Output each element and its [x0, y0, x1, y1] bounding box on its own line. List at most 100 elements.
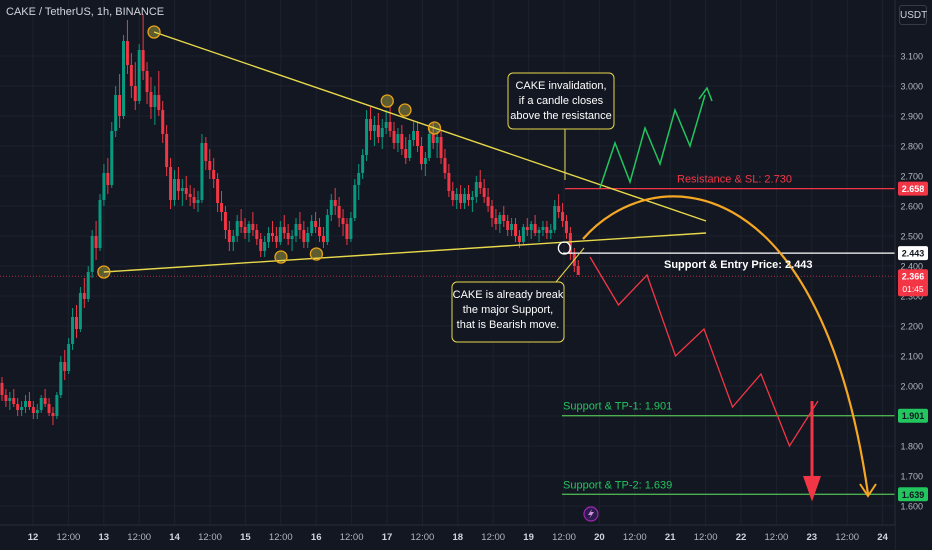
candle-body	[459, 194, 463, 203]
candle-body	[557, 206, 561, 212]
entry-price-tag-text: 2.443	[902, 249, 925, 259]
x-tick-label: 12:00	[57, 532, 81, 543]
candle-body	[341, 218, 345, 224]
candle-body	[423, 158, 427, 164]
candle-body	[568, 233, 572, 254]
candle-body	[20, 407, 24, 410]
x-tick-label: 14	[169, 532, 180, 543]
candle-body	[267, 233, 271, 242]
candle-body	[310, 221, 314, 233]
y-tick-label: 3.100	[900, 52, 923, 62]
x-tick-label: 12:00	[552, 532, 576, 543]
touch-point-marker	[147, 25, 161, 39]
breakdown-note-box[interactable]	[451, 281, 565, 343]
candle-body	[325, 215, 329, 242]
projection-arc	[582, 195, 870, 495]
candle-body	[549, 230, 553, 233]
candle-body	[227, 230, 231, 242]
candle-body	[39, 398, 43, 410]
candle-body	[118, 95, 122, 116]
candle-body	[247, 224, 251, 233]
candle-body	[125, 41, 129, 65]
candle-body	[165, 134, 169, 167]
entry-label: Support & Entry Price: 2.443	[664, 259, 813, 271]
invalidation-note-text: above the resistance	[510, 110, 612, 122]
candle-body	[478, 182, 482, 188]
x-tick-label: 12:00	[765, 532, 789, 543]
candle-body	[372, 125, 376, 131]
candle-body	[169, 167, 173, 200]
y-tick-label: 2.300	[900, 292, 923, 302]
candle-body	[435, 137, 439, 143]
candle-body	[443, 158, 447, 173]
candle-body	[510, 224, 514, 230]
candle-body	[290, 236, 294, 239]
candle-body	[82, 293, 86, 299]
candle-body	[490, 206, 494, 218]
candle-body	[502, 215, 506, 221]
candle-body	[157, 95, 161, 110]
candle-body	[212, 170, 216, 179]
support-trendline[interactable]	[103, 232, 707, 273]
touch-point-marker	[427, 121, 442, 135]
x-tick-label: 20	[594, 532, 605, 543]
candle-body	[129, 65, 133, 86]
tp1-price-tag	[898, 408, 928, 423]
candle-body	[259, 239, 263, 251]
candle-body	[200, 143, 204, 200]
y-tick-label: 2.700	[900, 172, 923, 182]
bullish-projection	[599, 94, 706, 189]
candle-body	[106, 173, 110, 185]
candle-body	[86, 272, 90, 299]
invalidation-note-box[interactable]	[507, 72, 615, 130]
candle-countdown: 01:45	[902, 284, 924, 294]
tp2-label: Support & TP-2: 1.639	[563, 479, 672, 491]
x-tick-label: 23	[807, 532, 818, 543]
candle-body	[8, 398, 12, 401]
candle-body	[282, 227, 286, 233]
candle-body	[149, 92, 153, 107]
candle-body	[184, 188, 188, 194]
time-axis[interactable]	[0, 526, 895, 550]
candle-body	[145, 71, 149, 92]
candle-body	[294, 224, 298, 236]
candle-body	[494, 218, 498, 224]
resistance-trendline[interactable]	[153, 31, 707, 222]
candle-body	[553, 206, 557, 230]
y-tick-label: 2.800	[900, 142, 923, 152]
x-tick-label: 12:00	[198, 532, 222, 543]
candle-body	[220, 203, 224, 212]
candle-body	[286, 233, 290, 239]
y-tick-label: 3.000	[900, 82, 923, 92]
candle-body	[74, 317, 78, 329]
current-price-tag	[898, 269, 928, 297]
candle-body	[541, 227, 545, 230]
symbol-title[interactable]: CAKE / TetherUS, 1h, BINANCE	[6, 6, 165, 18]
candle-body	[537, 230, 541, 233]
candle-body	[263, 242, 267, 251]
x-tick-label: 21	[665, 532, 676, 543]
entry-price-tag	[898, 246, 928, 261]
tp1-label: Support & TP-1: 1.901	[563, 401, 672, 413]
resistance_sl-price-tag-text: 2.658	[902, 184, 925, 194]
candle-body	[561, 212, 565, 221]
x-tick-label: 12:00	[411, 532, 435, 543]
x-tick-label: 12:00	[340, 532, 364, 543]
candle-body	[172, 179, 176, 200]
candle-body	[306, 233, 310, 242]
candle-body	[274, 236, 278, 242]
candle-body	[176, 179, 180, 191]
candle-body	[67, 344, 71, 371]
invalidation-note-text: CAKE invalidation,	[515, 80, 606, 92]
currency-button[interactable]: USDT	[899, 5, 927, 25]
x-tick-label: 12	[28, 532, 39, 543]
candle-body	[321, 236, 325, 242]
candle-body	[357, 173, 361, 185]
touch-point-marker	[309, 247, 324, 261]
candle-body	[110, 131, 114, 185]
candle-body	[474, 182, 478, 197]
x-tick-label: 15	[240, 532, 251, 543]
candle-body	[533, 224, 537, 233]
candle-body	[431, 134, 435, 143]
